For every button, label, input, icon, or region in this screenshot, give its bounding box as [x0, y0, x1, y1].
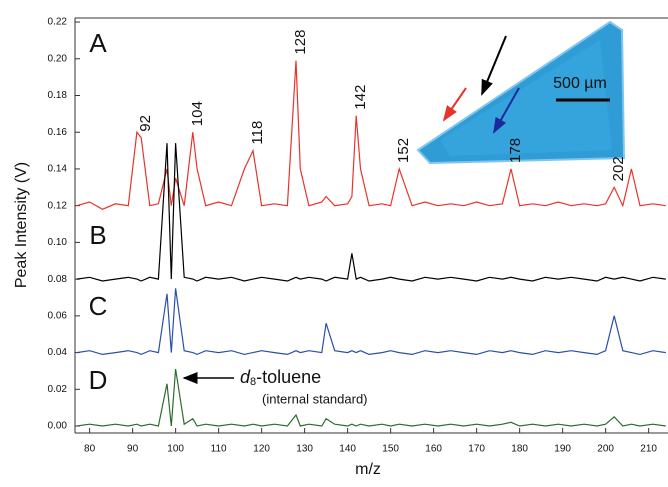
peak-label: 118: [249, 121, 266, 145]
peak-label: 202: [610, 156, 627, 181]
trace-label: D: [89, 365, 108, 395]
x-tick-label: 180: [511, 444, 528, 455]
inset-scale-label: 500 µm: [553, 75, 607, 92]
y-tick-label: 0.20: [48, 53, 68, 64]
x-axis-label: m/z: [355, 461, 381, 478]
annotation-note: (internal standard): [262, 391, 368, 406]
peak-label: 142: [352, 85, 369, 110]
x-tick-label: 120: [253, 444, 270, 455]
y-tick-label: 0.18: [48, 90, 68, 101]
x-tick-label: 130: [296, 444, 313, 455]
y-tick-label: 0.10: [48, 237, 68, 248]
y-tick-label: 0.14: [48, 164, 68, 175]
spectrum-line: [76, 60, 666, 210]
x-tick-label: 160: [425, 444, 442, 455]
y-tick-label: 0.06: [48, 310, 68, 321]
peak-label: 128: [292, 30, 309, 55]
inset-image: 500 µm: [416, 20, 626, 165]
x-tick-label: 170: [468, 444, 485, 455]
trace-label: C: [89, 291, 108, 321]
x-tick-label: 190: [554, 444, 571, 455]
y-tick-label: 0.16: [48, 127, 68, 138]
y-tick-label: 0.04: [48, 347, 68, 358]
y-tick-label: 0.08: [48, 274, 68, 285]
y-tick-label: 0.02: [48, 384, 68, 395]
peak-label: 92: [137, 115, 154, 132]
annotation: d8-toluene (internal standard): [182, 367, 368, 406]
x-tick-label: 80: [84, 444, 96, 455]
x-tick-label: 200: [597, 444, 614, 455]
x-tick-label: 150: [382, 444, 399, 455]
peak-label: 178: [507, 138, 524, 163]
plot-frame: [74, 17, 668, 434]
annotation-main: -toluene: [256, 367, 321, 387]
y-axis-label: Peak Intensity (V): [13, 162, 30, 288]
peak-label: 152: [395, 138, 412, 163]
x-tick-label: 110: [211, 444, 227, 455]
peak-label: 104: [189, 101, 206, 126]
annotation-text: d8-toluene: [240, 367, 321, 388]
spectrum-line: [76, 369, 666, 427]
trace-label: B: [89, 220, 106, 250]
x-tick-label: 90: [127, 444, 139, 455]
x-tick-label: 210: [640, 444, 657, 455]
y-tick-label: 0.12: [48, 200, 68, 211]
annotation-subscript: 8: [250, 376, 256, 388]
spectrum-line: [76, 143, 666, 282]
trace-label: A: [89, 28, 107, 58]
spectrum-line: [76, 288, 666, 356]
y-tick-label: 0.00: [48, 421, 68, 432]
annotation-italic: d: [240, 367, 251, 387]
x-tick-label: 140: [339, 444, 356, 455]
y-tick-label: 0.22: [48, 17, 68, 28]
x-tick-label: 100: [167, 444, 184, 455]
